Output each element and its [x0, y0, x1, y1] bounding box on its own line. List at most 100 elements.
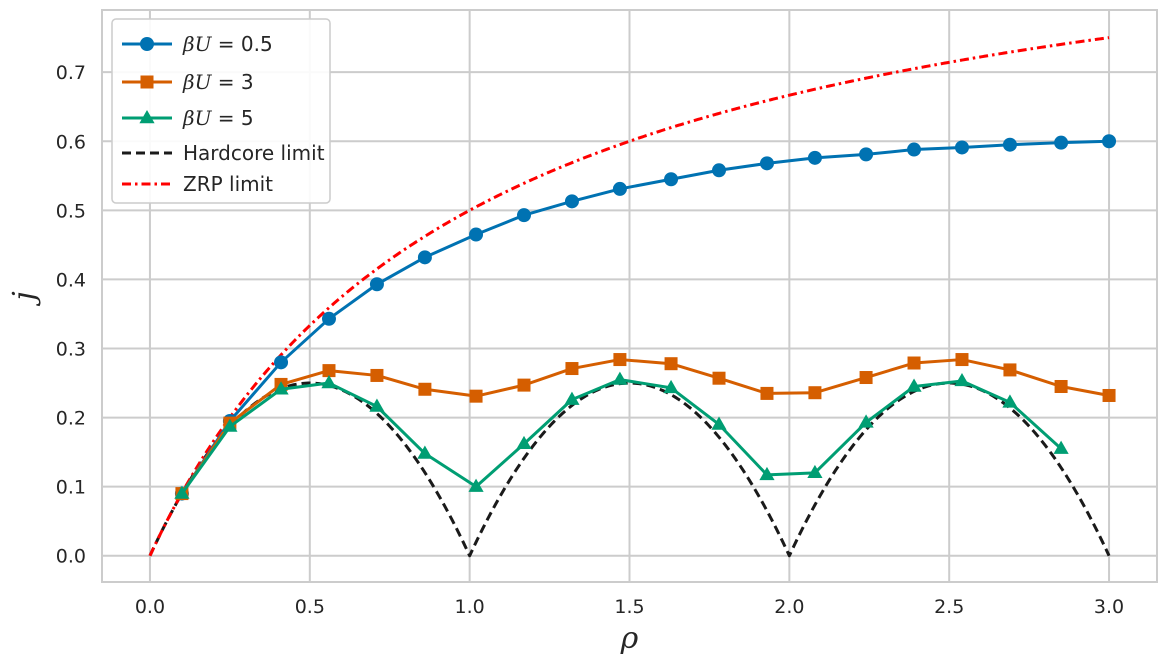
data-point	[321, 311, 336, 326]
data-point	[516, 435, 532, 450]
y-tick-label: 0.2	[56, 408, 86, 430]
series--u-3	[175, 353, 1116, 501]
legend-label: βU = 5	[182, 106, 254, 130]
data-point	[517, 378, 531, 392]
data-point	[954, 372, 970, 387]
data-point	[612, 181, 627, 196]
y-tick-label: 0.6	[56, 131, 86, 153]
y-tick-label: 0.4	[56, 269, 86, 291]
legend-entry: βU = 5	[122, 106, 254, 130]
legend-math-symbol: βU	[182, 70, 213, 94]
data-point	[760, 386, 774, 400]
data-point	[906, 378, 922, 392]
data-point	[807, 464, 823, 479]
data-point	[517, 208, 531, 223]
data-point	[564, 194, 579, 209]
data-point	[711, 416, 727, 430]
data-point	[759, 466, 775, 481]
x-tick-label: 3.0	[1094, 596, 1124, 618]
data-point	[222, 418, 238, 432]
x-tick-label: 2.5	[934, 596, 964, 618]
legend-math-value: = 3	[211, 70, 253, 94]
data-point	[859, 147, 874, 162]
data-point	[664, 357, 678, 371]
x-tick-label: 1.0	[455, 596, 485, 618]
data-point	[663, 379, 679, 394]
data-point	[1102, 134, 1117, 149]
data-point	[369, 277, 384, 292]
data-point	[612, 371, 628, 385]
grid	[102, 10, 1157, 582]
legend-math-value: = 5	[211, 106, 253, 130]
data-point	[712, 163, 727, 178]
x-tick-label: 0.5	[295, 596, 325, 618]
data-point	[469, 227, 484, 242]
series-zrp-limit	[148, 36, 1110, 557]
data-point	[712, 371, 726, 385]
legend-math-symbol: βU	[182, 106, 213, 130]
data-point	[274, 355, 289, 370]
legend-marker	[140, 75, 154, 89]
legend-entry: Hardcore limit	[122, 141, 325, 165]
legend-label: βU = 3	[182, 70, 254, 94]
data-point	[370, 368, 384, 382]
legend-math-symbol: βU	[182, 32, 213, 56]
legend-label: Hardcore limit	[183, 141, 325, 165]
data-point	[907, 356, 921, 370]
data-point	[808, 386, 822, 400]
data-point	[417, 445, 433, 459]
y-axis-label: j	[7, 291, 42, 306]
y-tick-label: 0.0	[56, 546, 86, 568]
series-line	[148, 381, 1111, 558]
data-point	[565, 362, 579, 376]
x-tick-label: 1.5	[614, 596, 644, 618]
series-layer	[148, 36, 1117, 558]
data-point	[858, 414, 874, 428]
data-point	[1054, 135, 1069, 150]
legend-entry: βU = 3	[122, 70, 254, 94]
series-line	[148, 36, 1110, 557]
legend-math-value: = 0.5	[211, 32, 272, 56]
y-tick-label: 0.7	[56, 62, 86, 84]
data-point	[907, 142, 922, 157]
data-point	[954, 140, 969, 155]
series--u-5	[174, 371, 1069, 499]
data-point	[418, 382, 432, 396]
x-tick-label: 2.0	[774, 596, 804, 618]
data-point	[469, 389, 483, 403]
data-point	[1053, 440, 1069, 454]
data-point	[273, 381, 289, 395]
data-point	[859, 371, 873, 385]
series-line	[180, 358, 1110, 495]
x-tick-label: 0.0	[135, 596, 165, 618]
data-point	[807, 150, 822, 165]
legend-entry: βU = 0.5	[122, 32, 273, 56]
data-point	[564, 391, 580, 405]
data-point	[955, 353, 969, 367]
data-point	[1002, 137, 1017, 152]
plot-area-frame	[101, 9, 1158, 583]
data-point	[174, 485, 190, 499]
data-point	[613, 353, 627, 367]
series--u-0-5	[174, 134, 1117, 501]
data-point	[369, 398, 385, 412]
data-point	[322, 364, 336, 378]
data-point	[321, 375, 337, 389]
legend-entry: ZRP limit	[122, 172, 273, 196]
series-line	[180, 139, 1110, 495]
data-point	[664, 172, 679, 187]
data-point	[1054, 379, 1068, 393]
x-axis-label: ρ	[620, 621, 639, 656]
legend-label: ZRP limit	[183, 172, 273, 196]
y-tick-label: 0.1	[56, 477, 86, 499]
y-tick-label: 0.5	[56, 200, 86, 222]
y-tick-label: 0.3	[56, 339, 86, 361]
data-point	[468, 478, 484, 492]
data-point	[1003, 363, 1017, 377]
data-point	[417, 250, 432, 265]
legend-marker	[140, 37, 154, 51]
data-point	[1002, 394, 1018, 408]
series-line	[180, 378, 1063, 495]
